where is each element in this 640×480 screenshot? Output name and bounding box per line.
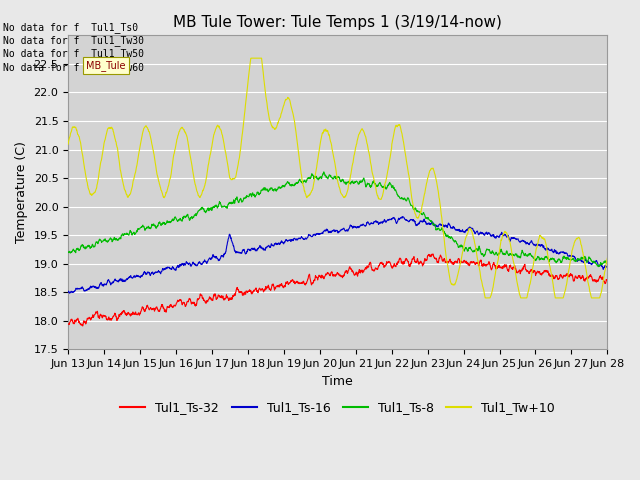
X-axis label: Time: Time	[323, 374, 353, 387]
Text: No data for f  Tul1_Ts0: No data for f Tul1_Ts0	[3, 22, 138, 33]
Text: No data for f  Tul1_Tw30: No data for f Tul1_Tw30	[3, 35, 144, 46]
Text: No data for f  Tul1_Tw60: No data for f Tul1_Tw60	[3, 62, 144, 73]
Title: MB Tule Tower: Tule Temps 1 (3/19/14-now): MB Tule Tower: Tule Temps 1 (3/19/14-now…	[173, 15, 502, 30]
Text: MB_Tule: MB_Tule	[86, 60, 126, 71]
Y-axis label: Temperature (C): Temperature (C)	[15, 142, 28, 243]
Text: No data for f  Tul1_Tw50: No data for f Tul1_Tw50	[3, 48, 144, 60]
Legend: Tul1_Ts-32, Tul1_Ts-16, Tul1_Ts-8, Tul1_Tw+10: Tul1_Ts-32, Tul1_Ts-16, Tul1_Ts-8, Tul1_…	[115, 396, 560, 420]
